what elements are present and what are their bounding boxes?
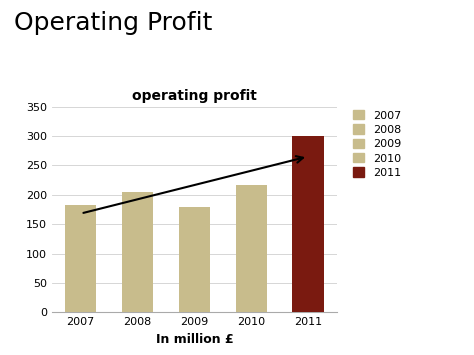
Bar [179, 207, 210, 312]
Title: operating profit: operating profit [132, 88, 257, 103]
X-axis label: In million £: In million £ [155, 333, 233, 346]
Bar [122, 192, 153, 312]
Bar [292, 136, 324, 312]
Bar [65, 205, 96, 312]
Bar [236, 185, 267, 312]
Legend: 2007, 2008, 2009, 2010, 2011: 2007, 2008, 2009, 2010, 2011 [351, 108, 403, 180]
Text: Operating Profit: Operating Profit [14, 11, 213, 35]
